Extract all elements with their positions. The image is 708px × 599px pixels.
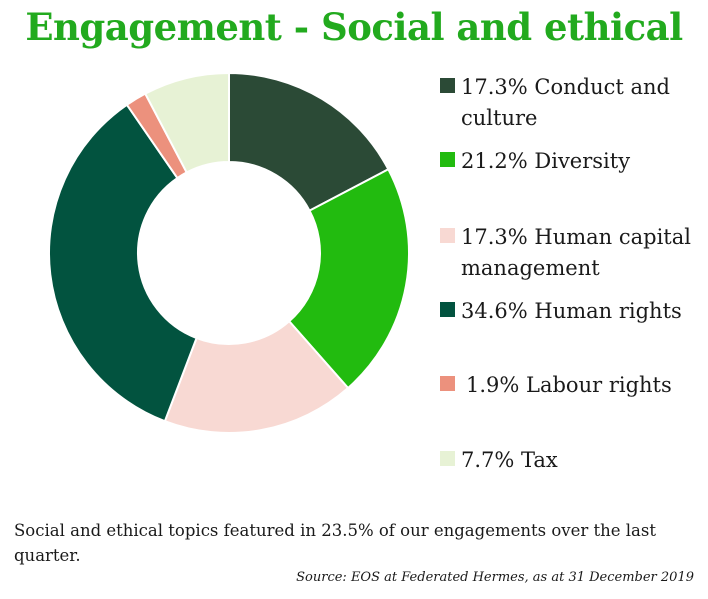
legend-item-conduct-and-culture: 17.3% Conduct and culture xyxy=(440,72,702,134)
legend-label: 17.3% Human capital management xyxy=(461,225,691,280)
legend-label: 17.3% Conduct and culture xyxy=(461,75,670,130)
source-note: Source: EOS at Federated Hermes, as at 3… xyxy=(296,570,694,585)
donut-slice-diversity xyxy=(287,167,411,390)
legend-swatch xyxy=(440,376,455,391)
donut-slice-tax xyxy=(143,71,230,174)
legend-item-diversity: 21.2% Diversity xyxy=(440,146,702,177)
legend-label: 34.6% Human rights xyxy=(461,299,682,323)
legend-swatch xyxy=(440,302,455,317)
donut-slice-human-capital-management xyxy=(163,319,350,434)
legend-label: 1.9% Labour rights xyxy=(466,373,672,397)
legend-item-human-capital-management: 17.3% Human capital management xyxy=(440,222,702,284)
legend-label: 21.2% Diversity xyxy=(461,149,631,173)
legend-swatch xyxy=(440,228,455,243)
legend-item-labour-rights: 1.9% Labour rights xyxy=(440,370,702,401)
legend-swatch xyxy=(440,152,455,167)
chart-title: Engagement - Social and ethical xyxy=(25,5,683,49)
legend-item-tax: 7.7% Tax xyxy=(440,445,702,476)
donut-slice-conduct-and-culture xyxy=(228,71,390,213)
footnote: Social and ethical topics featured in 23… xyxy=(14,521,656,565)
donut-slice-human-rights xyxy=(47,103,198,423)
legend-label: 7.7% Tax xyxy=(461,448,558,472)
legend-swatch xyxy=(440,451,455,466)
legend-swatch xyxy=(440,78,455,93)
legend-item-human-rights: 34.6% Human rights xyxy=(440,296,702,327)
